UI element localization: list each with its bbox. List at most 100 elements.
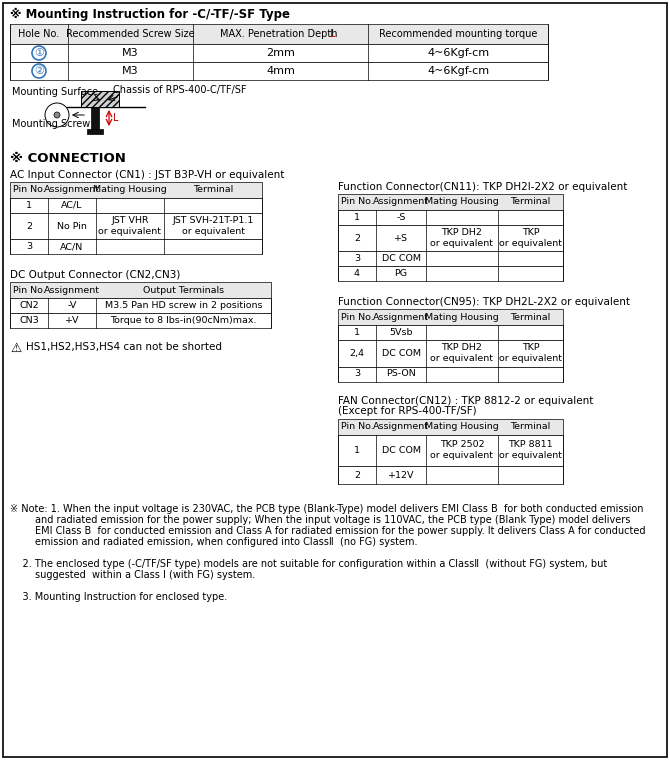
Text: Mating Housing: Mating Housing bbox=[425, 313, 499, 321]
Text: Chassis of RPS-400-C/TF/SF: Chassis of RPS-400-C/TF/SF bbox=[113, 85, 247, 95]
Circle shape bbox=[54, 112, 60, 118]
Text: +12V: +12V bbox=[388, 470, 414, 480]
Text: Terminal: Terminal bbox=[511, 198, 551, 207]
Text: ※ CONNECTION: ※ CONNECTION bbox=[10, 152, 126, 165]
Text: 2: 2 bbox=[354, 470, 360, 480]
Text: TKP DH2
or equivalent: TKP DH2 or equivalent bbox=[431, 228, 494, 249]
Text: JST SVH-21T-P1.1
or equivalent: JST SVH-21T-P1.1 or equivalent bbox=[172, 216, 254, 236]
Text: 3. Mounting Instruction for enclosed type.: 3. Mounting Instruction for enclosed typ… bbox=[10, 592, 227, 602]
Bar bbox=[338, 225, 563, 252]
Text: TKP 2502
or equivalent: TKP 2502 or equivalent bbox=[431, 440, 494, 461]
Bar bbox=[91, 107, 99, 129]
Bar bbox=[10, 282, 271, 298]
Text: 2,4: 2,4 bbox=[350, 349, 364, 358]
Text: ※ Mounting Instruction for -C/-TF/-SF Type: ※ Mounting Instruction for -C/-TF/-SF Ty… bbox=[10, 8, 290, 21]
Text: emission and radiated emission, when configured into ClassⅡ  (no FG) system.: emission and radiated emission, when con… bbox=[10, 537, 417, 547]
Text: M3.5 Pan HD screw in 2 positions: M3.5 Pan HD screw in 2 positions bbox=[105, 301, 262, 310]
Text: 4: 4 bbox=[354, 269, 360, 278]
Text: 4mm: 4mm bbox=[266, 66, 295, 76]
Text: Assignment: Assignment bbox=[373, 422, 429, 431]
Text: DC COM: DC COM bbox=[381, 349, 421, 358]
Text: M3: M3 bbox=[122, 48, 139, 58]
Bar bbox=[338, 325, 563, 340]
Text: -S: -S bbox=[397, 213, 406, 222]
Text: Function Connector(CN95): TKP DH2L-2X2 or equivalent: Function Connector(CN95): TKP DH2L-2X2 o… bbox=[338, 297, 630, 307]
Circle shape bbox=[45, 103, 69, 127]
Text: ※ Note: 1. When the input voltage is 230VAC, the PCB type (Blank-Type) model del: ※ Note: 1. When the input voltage is 230… bbox=[10, 504, 643, 514]
Circle shape bbox=[32, 46, 46, 60]
Bar bbox=[10, 213, 262, 239]
Bar bbox=[338, 210, 563, 225]
Bar bbox=[10, 313, 271, 328]
Text: 5Vsb: 5Vsb bbox=[389, 328, 413, 337]
Text: DC Output Connector (CN2,CN3): DC Output Connector (CN2,CN3) bbox=[10, 271, 180, 280]
Text: CN3: CN3 bbox=[19, 316, 39, 325]
Text: -V: -V bbox=[67, 301, 76, 310]
Text: 3: 3 bbox=[354, 255, 360, 263]
Text: 3: 3 bbox=[354, 369, 360, 378]
Bar bbox=[338, 309, 563, 325]
Text: Hole No.: Hole No. bbox=[18, 29, 60, 39]
Text: (Except for RPS-400-TF/SF): (Except for RPS-400-TF/SF) bbox=[338, 407, 476, 416]
Text: and radiated emission for the power supply; When the input voltage is 110VAC, th: and radiated emission for the power supp… bbox=[10, 515, 630, 525]
Text: L: L bbox=[113, 113, 119, 123]
Text: Pin No.: Pin No. bbox=[340, 313, 373, 321]
Text: TKP
or equivalent: TKP or equivalent bbox=[499, 228, 562, 249]
Bar bbox=[338, 435, 563, 466]
Bar bbox=[338, 366, 563, 382]
Text: 4~6Kgf-cm: 4~6Kgf-cm bbox=[427, 66, 489, 76]
Bar bbox=[81, 91, 119, 107]
Text: HS1,HS2,HS3,HS4 can not be shorted: HS1,HS2,HS3,HS4 can not be shorted bbox=[26, 342, 222, 352]
Text: JST VHR
or equivalent: JST VHR or equivalent bbox=[98, 216, 161, 236]
Text: ⚠: ⚠ bbox=[10, 342, 21, 355]
Text: Torque to 8 lbs-in(90cNm)max.: Torque to 8 lbs-in(90cNm)max. bbox=[111, 316, 257, 325]
Text: 2: 2 bbox=[354, 233, 360, 242]
Bar bbox=[10, 298, 271, 313]
Text: Pin No.: Pin No. bbox=[340, 422, 373, 431]
Text: No Pin: No Pin bbox=[57, 222, 87, 230]
Bar bbox=[338, 194, 563, 210]
Bar bbox=[338, 340, 563, 366]
Text: Assignment: Assignment bbox=[44, 286, 100, 295]
Bar bbox=[10, 44, 548, 62]
Text: Terminal: Terminal bbox=[193, 185, 233, 195]
Bar bbox=[338, 419, 563, 435]
Text: AC Input Connector (CN1) : JST B3P-VH or equivalent: AC Input Connector (CN1) : JST B3P-VH or… bbox=[10, 170, 284, 180]
Text: FAN Connector(CN12) : TKP 8812-2 or equivalent: FAN Connector(CN12) : TKP 8812-2 or equi… bbox=[338, 395, 594, 406]
Text: Terminal: Terminal bbox=[511, 313, 551, 321]
Bar bbox=[10, 182, 262, 198]
Text: PS-ON: PS-ON bbox=[386, 369, 416, 378]
Text: 3: 3 bbox=[26, 242, 32, 252]
Text: DC COM: DC COM bbox=[381, 255, 421, 263]
Bar bbox=[87, 129, 103, 134]
Text: AC/N: AC/N bbox=[60, 242, 84, 252]
Bar bbox=[338, 466, 563, 484]
Text: PG: PG bbox=[395, 269, 407, 278]
Text: Assignment: Assignment bbox=[44, 185, 100, 195]
Text: Assignment: Assignment bbox=[373, 313, 429, 321]
Text: TKP 8811
or equivalent: TKP 8811 or equivalent bbox=[499, 440, 562, 461]
Text: Mating Housing: Mating Housing bbox=[425, 422, 499, 431]
Text: Mating Housing: Mating Housing bbox=[425, 198, 499, 207]
Text: 2: 2 bbox=[26, 222, 32, 230]
Text: DC COM: DC COM bbox=[381, 446, 421, 454]
Text: +V: +V bbox=[65, 316, 79, 325]
Text: Mounting Screw: Mounting Screw bbox=[12, 119, 90, 129]
Bar bbox=[10, 62, 548, 80]
Text: 4~6Kgf-cm: 4~6Kgf-cm bbox=[427, 48, 489, 58]
Text: EMI Class B  for conducted emission and Class A for radiated emission for the po: EMI Class B for conducted emission and C… bbox=[10, 526, 645, 536]
Text: 1: 1 bbox=[26, 201, 32, 210]
Text: 1: 1 bbox=[354, 446, 360, 454]
Text: M3: M3 bbox=[122, 66, 139, 76]
Text: L: L bbox=[330, 29, 335, 39]
Text: Pin No.: Pin No. bbox=[13, 185, 46, 195]
Text: Pin No.: Pin No. bbox=[340, 198, 373, 207]
Text: Mounting Surface: Mounting Surface bbox=[12, 87, 98, 97]
Text: TKP DH2
or equivalent: TKP DH2 or equivalent bbox=[431, 344, 494, 363]
Text: CN2: CN2 bbox=[19, 301, 39, 310]
Text: Terminal: Terminal bbox=[511, 422, 551, 431]
Text: Recommended mounting torque: Recommended mounting torque bbox=[379, 29, 537, 39]
Bar bbox=[10, 24, 548, 44]
Bar bbox=[10, 198, 262, 213]
Text: Assignment: Assignment bbox=[373, 198, 429, 207]
